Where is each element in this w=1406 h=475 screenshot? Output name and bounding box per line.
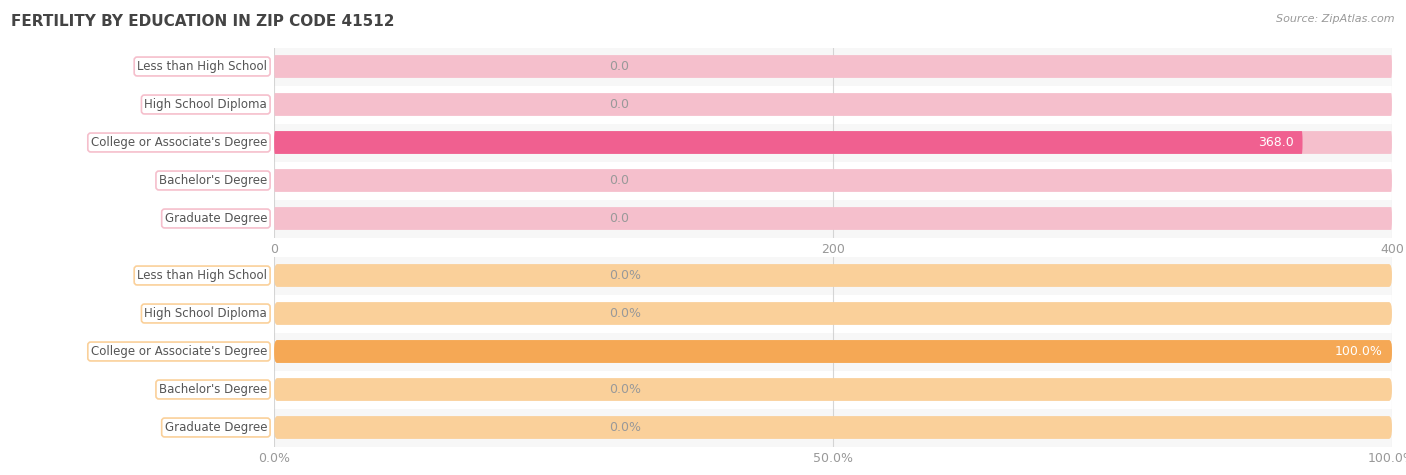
FancyBboxPatch shape xyxy=(274,264,1392,287)
Bar xyxy=(274,370,1392,408)
FancyBboxPatch shape xyxy=(274,302,1392,325)
FancyBboxPatch shape xyxy=(274,378,1392,401)
FancyBboxPatch shape xyxy=(274,340,1392,363)
Text: High School Diploma: High School Diploma xyxy=(145,307,267,320)
Text: High School Diploma: High School Diploma xyxy=(145,98,267,111)
FancyBboxPatch shape xyxy=(274,169,1392,192)
Text: 100.0%: 100.0% xyxy=(1336,345,1384,358)
Text: Bachelor's Degree: Bachelor's Degree xyxy=(159,383,267,396)
FancyBboxPatch shape xyxy=(274,340,1392,363)
Text: College or Associate's Degree: College or Associate's Degree xyxy=(91,345,267,358)
FancyBboxPatch shape xyxy=(274,207,1392,230)
Text: Less than High School: Less than High School xyxy=(138,60,267,73)
FancyBboxPatch shape xyxy=(274,416,1392,439)
FancyBboxPatch shape xyxy=(274,93,1392,116)
Bar xyxy=(274,294,1392,332)
Text: Graduate Degree: Graduate Degree xyxy=(165,212,267,225)
Bar xyxy=(274,86,1392,124)
Text: 0.0: 0.0 xyxy=(610,98,630,111)
Bar xyxy=(274,332,1392,371)
Bar xyxy=(274,162,1392,199)
Text: 0.0%: 0.0% xyxy=(610,383,641,396)
Text: College or Associate's Degree: College or Associate's Degree xyxy=(91,136,267,149)
Text: Graduate Degree: Graduate Degree xyxy=(165,421,267,434)
FancyBboxPatch shape xyxy=(274,55,1392,78)
Text: Bachelor's Degree: Bachelor's Degree xyxy=(159,174,267,187)
Text: 0.0: 0.0 xyxy=(610,212,630,225)
Text: 0.0%: 0.0% xyxy=(610,421,641,434)
Text: 368.0: 368.0 xyxy=(1258,136,1294,149)
Text: 0.0: 0.0 xyxy=(610,174,630,187)
Bar xyxy=(274,200,1392,238)
Bar xyxy=(274,124,1392,162)
Bar xyxy=(274,256,1392,294)
Bar xyxy=(274,408,1392,446)
FancyBboxPatch shape xyxy=(274,131,1302,154)
Bar xyxy=(274,48,1392,86)
Text: Less than High School: Less than High School xyxy=(138,269,267,282)
FancyBboxPatch shape xyxy=(274,131,1392,154)
Text: 0.0%: 0.0% xyxy=(610,269,641,282)
Text: 0.0: 0.0 xyxy=(610,60,630,73)
Text: 0.0%: 0.0% xyxy=(610,307,641,320)
Text: Source: ZipAtlas.com: Source: ZipAtlas.com xyxy=(1277,14,1395,24)
Text: FERTILITY BY EDUCATION IN ZIP CODE 41512: FERTILITY BY EDUCATION IN ZIP CODE 41512 xyxy=(11,14,395,29)
